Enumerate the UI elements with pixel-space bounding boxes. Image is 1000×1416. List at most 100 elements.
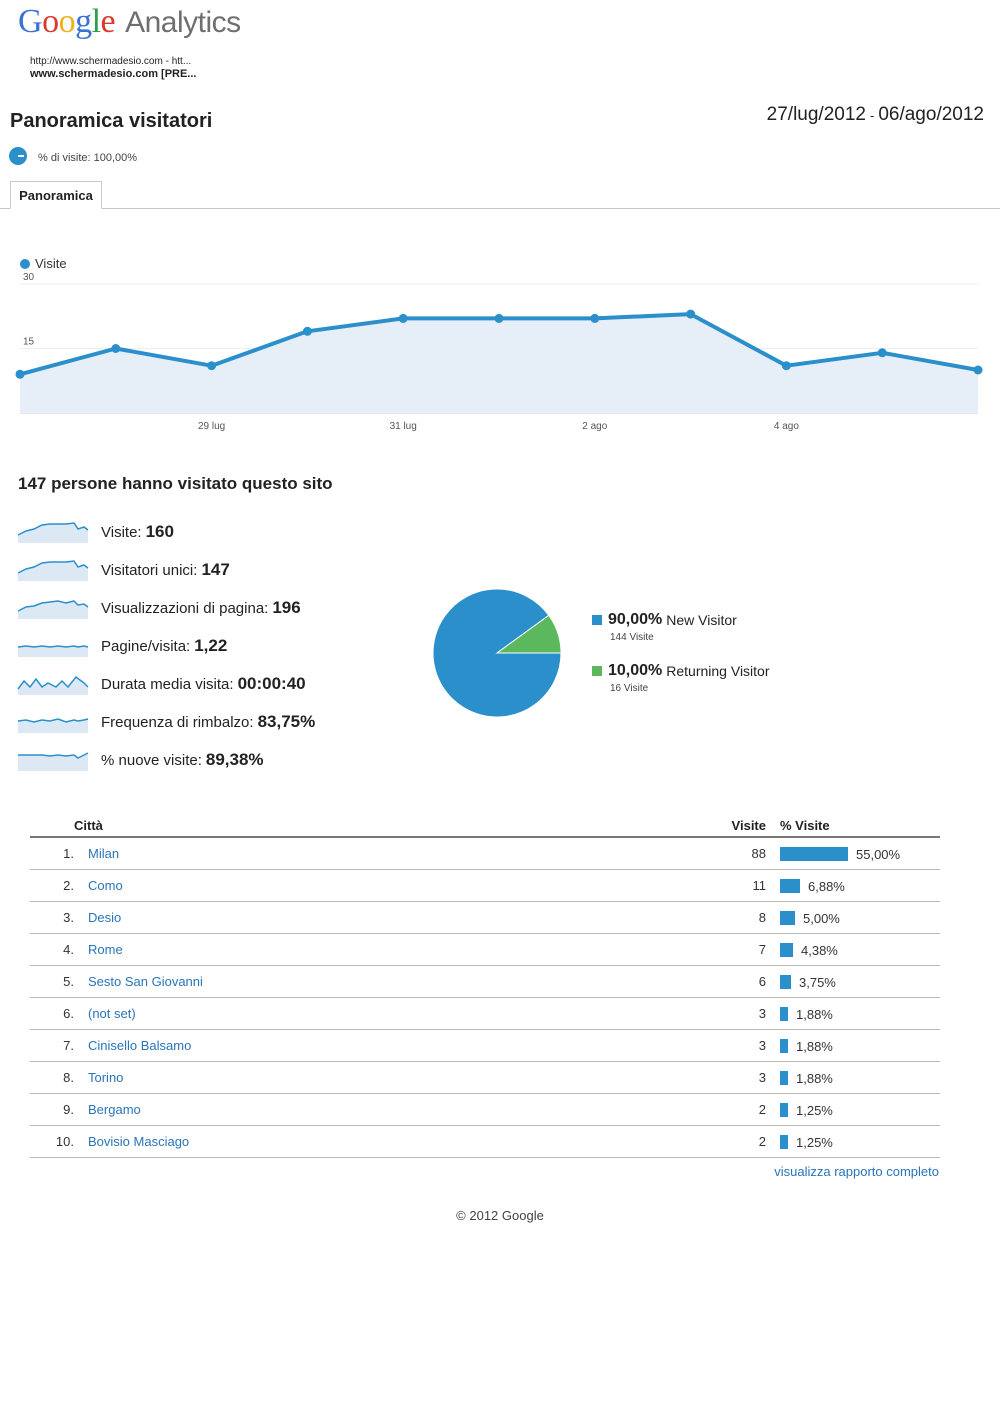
row-city: Desio <box>74 901 696 934</box>
visitor-type-pie <box>432 588 562 718</box>
new-visitor-swatch-icon <box>592 615 602 625</box>
data-point[interactable] <box>590 313 600 323</box>
row-rank: 4. <box>30 933 74 966</box>
data-point[interactable] <box>398 313 408 323</box>
tab-panoramica[interactable]: Panoramica <box>10 181 102 209</box>
pie-slice-new-visitor[interactable] <box>432 588 562 718</box>
sparkline-icon <box>17 522 89 543</box>
pct-bar <box>780 911 795 926</box>
row-city: (not set) <box>74 997 696 1030</box>
row-rank: 8. <box>30 1061 74 1094</box>
metric-label: % nuove visite: <box>101 751 202 769</box>
metric-row: Durata media visita: 00:00:40 <box>16 669 306 699</box>
row-pct-value: 55,00% <box>856 846 901 862</box>
data-point[interactable] <box>494 313 504 323</box>
copyright-footer: © 2012 Google <box>456 1208 544 1223</box>
google-analytics-logo: Google Analytics <box>18 2 241 41</box>
row-pct-value: 1,25% <box>796 1134 833 1150</box>
row-pct-value: 3,75% <box>799 974 836 990</box>
data-point[interactable] <box>207 361 217 371</box>
row-pct: 4,38% <box>780 933 940 966</box>
city-link[interactable]: Bergamo <box>88 1102 141 1117</box>
sparkline-icon <box>17 600 89 619</box>
header-visits: Visite <box>696 814 780 838</box>
pie-slice-returning-visitor[interactable] <box>495 614 562 654</box>
row-pct-value: 1,88% <box>796 1070 833 1086</box>
pct-bar <box>780 943 793 958</box>
sparkline-icon <box>17 560 89 581</box>
row-pct-value: 1,25% <box>796 1102 833 1118</box>
data-point[interactable] <box>877 348 887 358</box>
returning-visitor-swatch-icon <box>592 666 602 676</box>
metric-label: Pagine/visita: <box>101 637 191 655</box>
visits-area <box>20 314 978 413</box>
pct-bar <box>780 1103 788 1118</box>
row-rank: 3. <box>30 901 74 934</box>
city-link[interactable]: (not set) <box>88 1006 136 1021</box>
city-link[interactable]: Milan <box>88 846 120 861</box>
row-city: Torino <box>74 1061 696 1094</box>
row-pct: 6,88% <box>780 869 940 902</box>
date-end: 06/ago/2012 <box>878 104 984 125</box>
data-point[interactable] <box>781 361 791 371</box>
row-city: Rome <box>74 933 696 966</box>
metric-value: 00:00:40 <box>237 674 306 693</box>
metric-row: % nuove visite: 89,38% <box>16 745 264 775</box>
table-row: 2. Como 11 6,88% <box>30 869 940 902</box>
row-city: Milan <box>74 837 696 870</box>
full-report-link[interactable]: visualizza rapporto completo <box>774 1164 939 1179</box>
sparkline-icon <box>17 645 89 657</box>
row-visits: 7 <box>696 933 780 966</box>
city-link[interactable]: Sesto San Giovanni <box>88 974 203 989</box>
row-city: Como <box>74 869 696 902</box>
data-point[interactable] <box>302 326 312 336</box>
row-rank: 7. <box>30 1029 74 1062</box>
metric-row: Visitatori unici: 147 <box>16 555 230 585</box>
city-link[interactable]: Rome <box>88 942 123 957</box>
city-link[interactable]: Desio <box>88 910 122 925</box>
metric-value: 196 <box>272 598 301 617</box>
data-point[interactable] <box>15 369 25 379</box>
row-visits: 2 <box>696 1125 780 1158</box>
table-row: 1. Milan 88 55,00% <box>30 837 940 870</box>
data-point[interactable] <box>686 309 696 319</box>
row-visits: 8 <box>696 901 780 934</box>
table-row: 9. Bergamo 2 1,25% <box>30 1093 940 1126</box>
new-visitor-visits: 144 Visite <box>610 632 654 644</box>
x-tick-label: 4 ago <box>774 421 799 432</box>
account-url: http://www.schermadesio.com - htt... <box>30 56 192 67</box>
metric-label: Visualizzazioni di pagina: <box>101 599 269 617</box>
metric-label: Visitatori unici: <box>101 561 198 579</box>
new-visitor-pct: 90,00% <box>608 611 663 628</box>
table-row: 6. (not set) 3 1,88% <box>30 997 940 1030</box>
date-range[interactable]: 27/lug/2012-06/ago/2012 <box>767 104 984 126</box>
row-pct: 1,25% <box>780 1093 940 1126</box>
pct-bar <box>780 1135 788 1150</box>
summary-headline: 147 persone hanno visitato questo sito <box>18 474 333 493</box>
metric-value: 147 <box>201 560 230 579</box>
metric-value: 1,22 <box>194 636 228 655</box>
page-title: Panoramica visitatori <box>10 110 213 132</box>
row-rank: 10. <box>30 1125 74 1158</box>
header-pct: % Visite <box>780 814 940 838</box>
row-visits: 3 <box>696 997 780 1030</box>
metric-value: 83,75% <box>257 712 316 731</box>
table-row: 4. Rome 7 4,38% <box>30 933 940 966</box>
row-pct-value: 1,88% <box>796 1038 833 1054</box>
metric-value: 160 <box>145 522 174 541</box>
metric-label: Visite: <box>101 523 142 541</box>
city-link[interactable]: Como <box>88 878 123 893</box>
row-city: Cinisello Balsamo <box>74 1029 696 1062</box>
data-point[interactable] <box>973 365 983 375</box>
row-pct: 1,88% <box>780 997 940 1030</box>
row-pct: 1,88% <box>780 1061 940 1094</box>
city-link[interactable]: Torino <box>88 1070 124 1085</box>
table-row: 3. Desio 8 5,00% <box>30 901 940 934</box>
city-link[interactable]: Bovisio Masciago <box>88 1134 190 1149</box>
city-link[interactable]: Cinisello Balsamo <box>88 1038 192 1053</box>
date-start: 27/lug/2012 <box>766 104 866 125</box>
profile-name: www.schermadesio.com [PRE... <box>30 68 197 80</box>
data-point[interactable] <box>111 344 121 353</box>
row-visits: 3 <box>696 1061 780 1094</box>
returning-visitor-name: Returning Visitor <box>666 663 770 679</box>
